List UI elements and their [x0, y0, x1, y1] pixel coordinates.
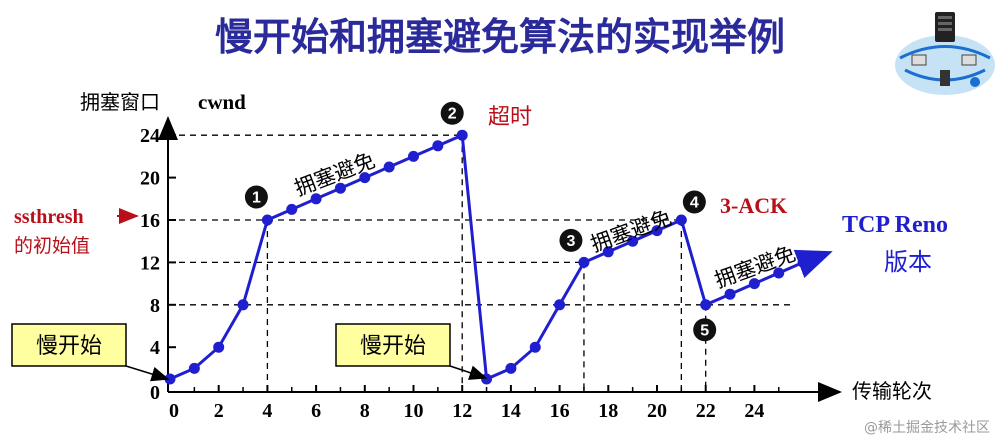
x-tick-label: 6 [311, 400, 321, 422]
x-tick-label: 18 [598, 400, 618, 422]
y-tick-label: 24 [140, 125, 160, 147]
cwnd-point [748, 278, 760, 290]
cwnd-point [237, 299, 249, 311]
timeout-label: 超时 [488, 105, 532, 130]
cwnd-point [627, 235, 639, 247]
phase-badges: 1 2 3 4 5 [244, 101, 717, 342]
cwnd-point [188, 362, 200, 374]
cwnd-point [310, 193, 322, 205]
slow-start-pointer-2 [449, 365, 488, 380]
x-tick-label: 4 [262, 400, 272, 422]
cwnd-point [286, 203, 298, 215]
page-title: 慢开始和拥塞避免算法的实现举例 [215, 15, 785, 59]
cwnd-point [554, 299, 566, 311]
y-axis-unit: cwnd [198, 90, 246, 114]
badge-number: 3 [566, 233, 575, 250]
cwnd-point [602, 246, 614, 258]
x-tick-label: 0 [169, 400, 179, 422]
y-tick-label: 16 [140, 210, 160, 232]
badge-3: 3 [559, 228, 583, 252]
y-tick-label: 8 [150, 295, 160, 317]
slow-start-text-1: 慢开始 [36, 334, 102, 359]
y-tick-label: 4 [150, 337, 160, 359]
x-tick-label: 2 [214, 400, 224, 422]
x-tick-label: 12 [452, 400, 472, 422]
network-illustration-icon [895, 12, 995, 95]
cwnd-point [505, 362, 517, 374]
cwnd-series-points [164, 129, 809, 385]
badge-number: 5 [700, 322, 709, 339]
x-tick-label: 8 [360, 400, 370, 422]
cwnd-point [481, 373, 493, 385]
cwnd-point [432, 140, 444, 152]
x-tick-label: 24 [744, 400, 764, 422]
badge-1: 1 [244, 185, 268, 209]
y-ticks: 0 4 8 12 16 20 24 [140, 125, 176, 404]
y-tick-label: 20 [140, 168, 160, 190]
cwnd-point [578, 256, 590, 268]
badge-4: 4 [682, 190, 706, 214]
cwnd-point [383, 161, 395, 173]
badge-5: 5 [693, 318, 717, 342]
cwnd-point [408, 150, 419, 162]
badge-2: 2 [440, 101, 464, 125]
cwnd-point [334, 182, 346, 194]
version-sub-label: 版本 [884, 248, 932, 276]
cwnd-point [529, 341, 541, 353]
y-axis-label: 拥塞窗口 [80, 90, 160, 114]
cwnd-series-line [169, 133, 804, 382]
x-tick-label: 22 [696, 400, 716, 422]
ssthresh-label: ssthresh [14, 206, 84, 228]
cwnd-point [651, 225, 663, 237]
badge-number: 1 [252, 190, 261, 207]
badge-number: 2 [448, 106, 457, 123]
slow-start-box-2: 慢开始 [335, 323, 451, 367]
ssthresh-sub-label: 的初始值 [14, 235, 90, 257]
badge-number: 4 [690, 195, 699, 212]
cwnd-point [359, 172, 371, 184]
cwnd-point [261, 214, 273, 226]
slow-start-text-2: 慢开始 [360, 334, 426, 359]
congestion-avoid-label-2: 拥塞避免 [588, 205, 675, 256]
cwnd-point [213, 341, 225, 353]
x-tick-label: 16 [550, 400, 570, 422]
reference-lines [168, 134, 791, 392]
y-tick-label: 12 [140, 252, 160, 274]
watermark: @稀土掘金技术社区 [864, 420, 990, 436]
y-tick-label: 0 [150, 382, 160, 404]
congestion-avoid-label-1: 拥塞避免 [291, 148, 378, 201]
triple-ack-label: 3-ACK [720, 193, 787, 218]
slow-start-box-1: 慢开始 [11, 323, 127, 367]
version-label: TCP Reno [842, 212, 948, 238]
cwnd-point [675, 214, 687, 226]
x-axis-label: 传输轮次 [852, 379, 932, 403]
slow-start-pointer-1 [125, 365, 170, 382]
x-ticks: 0 2 4 6 8 10 12 14 16 18 20 22 24 [169, 385, 780, 422]
cwnd-point [700, 299, 712, 311]
x-tick-label: 14 [501, 400, 521, 422]
reno-continuation-arrow [793, 249, 833, 278]
cwnd-point [456, 129, 468, 141]
cwnd-point [724, 288, 736, 300]
cwnd-point [773, 267, 785, 279]
x-tick-label: 20 [647, 400, 667, 422]
x-tick-label: 10 [404, 400, 424, 422]
